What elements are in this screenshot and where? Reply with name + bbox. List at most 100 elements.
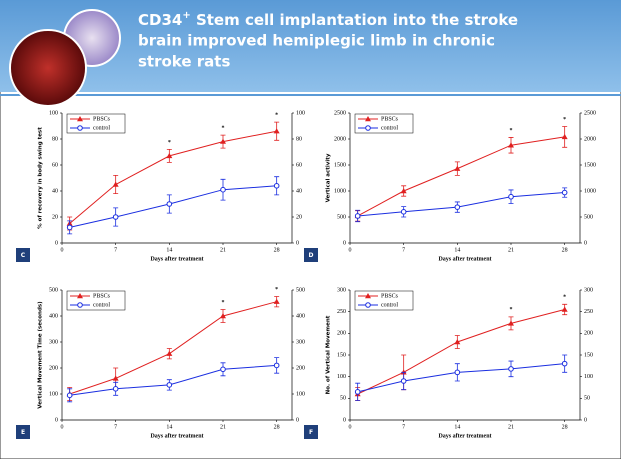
x-tick-label: 28 <box>562 424 568 430</box>
slide-title: CD34+ Stem cell implantation into the st… <box>138 10 518 29</box>
significance-mark: * <box>275 112 278 118</box>
panel-letter: E <box>21 429 25 436</box>
y-tick-label: 0 <box>343 417 346 423</box>
y2-tick-label: 1000 <box>584 188 596 194</box>
y-axis-label: Vertical activity <box>326 153 332 202</box>
data-point <box>562 190 567 195</box>
data-point <box>113 215 118 220</box>
data-point <box>221 187 226 192</box>
y2-tick-label: 200 <box>584 331 593 337</box>
x-tick-label: 14 <box>454 424 460 430</box>
y2-tick-label: 200 <box>296 365 305 371</box>
data-point <box>401 210 406 215</box>
x-tick-label: 0 <box>349 247 352 253</box>
data-point <box>274 184 279 189</box>
y2-tick-label: 300 <box>584 287 593 293</box>
significance-mark: * <box>222 125 225 131</box>
x-axis-label: Days after treatment <box>438 433 491 439</box>
y2-tick-label: 2500 <box>584 110 596 116</box>
x-axis-label: Days after treatment <box>150 256 203 262</box>
slide: CD34+ Stem cell implantation into the st… <box>0 0 621 459</box>
y2-tick-label: 50 <box>584 396 590 402</box>
y-axis-label: % of recovery in body swing test <box>38 127 44 229</box>
y-tick-label: 80 <box>52 136 58 142</box>
data-point <box>274 363 279 368</box>
y-tick-label: 150 <box>337 352 346 358</box>
significance-mark: * <box>563 117 566 123</box>
y2-tick-label: 150 <box>584 352 593 358</box>
data-point <box>455 370 460 375</box>
data-point <box>355 214 360 219</box>
x-tick-label: 7 <box>114 424 117 430</box>
x-tick-label: 0 <box>61 424 64 430</box>
data-point <box>113 387 118 392</box>
y-tick-label: 100 <box>49 391 58 397</box>
x-tick-label: 28 <box>274 424 280 430</box>
x-tick-label: 14 <box>166 424 172 430</box>
x-tick-label: 21 <box>220 247 226 253</box>
significance-mark: * <box>510 128 513 134</box>
x-tick-label: 28 <box>274 247 280 253</box>
y-tick-label: 500 <box>337 214 346 220</box>
y2-tick-label: 60 <box>296 162 302 168</box>
y-axis-label: Vertical Movement Time (seconds) <box>38 301 44 409</box>
y2-tick-label: 1500 <box>584 162 596 168</box>
y2-tick-label: 100 <box>296 391 305 397</box>
y-tick-label: 2000 <box>334 136 346 142</box>
significance-mark: * <box>510 307 513 313</box>
y-tick-label: 2500 <box>334 110 346 116</box>
y-tick-label: 20 <box>52 214 58 220</box>
x-tick-label: 14 <box>166 247 172 253</box>
y2-tick-label: 500 <box>584 214 593 220</box>
data-point <box>455 205 460 210</box>
legend-marker <box>366 303 371 308</box>
y-tick-label: 60 <box>52 162 58 168</box>
x-tick-label: 7 <box>402 424 405 430</box>
data-point <box>509 194 514 199</box>
data-point <box>167 383 172 388</box>
x-axis-label: Days after treatment <box>150 433 203 439</box>
y-axis-label: No. of Vertical Movement <box>326 315 332 394</box>
y2-tick-label: 2000 <box>584 136 596 142</box>
y-tick-label: 300 <box>49 339 58 345</box>
y-tick-label: 500 <box>49 287 58 293</box>
significance-mark: * <box>563 295 566 301</box>
y-tick-label: 250 <box>337 309 346 315</box>
x-tick-label: 21 <box>508 247 514 253</box>
y2-tick-label: 0 <box>584 417 587 423</box>
y-tick-label: 200 <box>49 365 58 371</box>
x-tick-label: 0 <box>349 424 352 430</box>
x-tick-label: 14 <box>454 247 460 253</box>
y-tick-label: 0 <box>55 417 58 423</box>
legend-label: PBSCs <box>93 293 111 299</box>
x-axis-label: Days after treatment <box>438 256 491 262</box>
legend-label: control <box>93 302 110 308</box>
y-tick-label: 300 <box>337 287 346 293</box>
x-tick-label: 21 <box>508 424 514 430</box>
legend-marker <box>78 126 83 131</box>
y2-tick-label: 300 <box>296 339 305 345</box>
data-point <box>401 379 406 384</box>
y-tick-label: 40 <box>52 188 58 194</box>
y2-tick-label: 100 <box>584 374 593 380</box>
y-tick-label: 1500 <box>334 162 346 168</box>
legend-label: control <box>381 302 398 308</box>
legend-marker <box>78 303 83 308</box>
panel-letter: C <box>21 252 26 259</box>
significance-mark: * <box>168 140 171 146</box>
significance-mark: * <box>275 287 278 293</box>
y-tick-label: 0 <box>55 240 58 246</box>
y2-tick-label: 250 <box>584 309 593 315</box>
data-point <box>509 367 514 372</box>
y2-tick-label: 0 <box>296 417 299 423</box>
y2-tick-label: 500 <box>296 287 305 293</box>
legend-label: control <box>381 125 398 131</box>
y2-tick-label: 40 <box>296 188 302 194</box>
x-tick-label: 28 <box>562 247 568 253</box>
y2-tick-label: 20 <box>296 214 302 220</box>
data-point <box>562 361 567 366</box>
y-tick-label: 1000 <box>334 188 346 194</box>
y2-tick-label: 80 <box>296 136 302 142</box>
panel-letter: F <box>309 429 313 436</box>
data-point <box>67 225 72 230</box>
